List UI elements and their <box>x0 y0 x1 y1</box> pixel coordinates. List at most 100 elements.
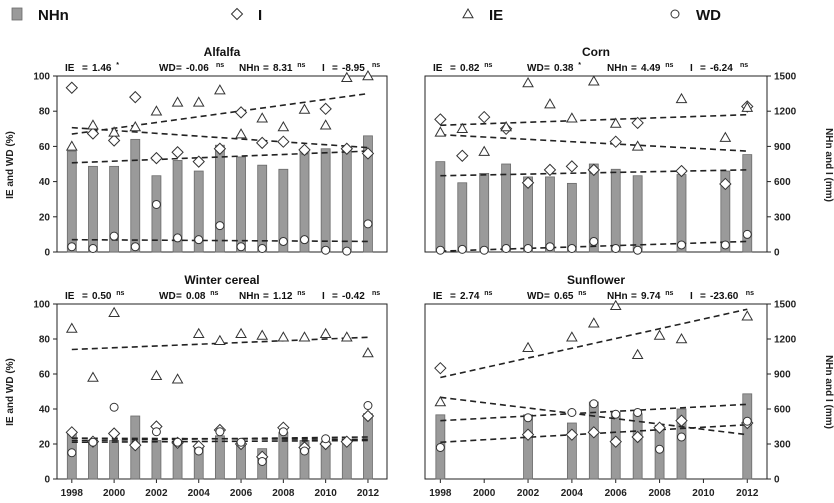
i-point <box>298 143 311 157</box>
stat-equals: = <box>700 63 706 74</box>
legend-item-ie: IE <box>462 7 503 24</box>
stat-nhn: NHn = 1.12 ns <box>239 290 305 302</box>
legend-circle-icon <box>670 9 680 19</box>
ie-point <box>522 341 534 352</box>
i-point <box>65 426 79 439</box>
ie-point <box>235 128 247 139</box>
ie-point <box>150 105 163 116</box>
ie-point <box>719 131 732 142</box>
left-tick-label: 40 <box>39 177 51 188</box>
i-point <box>609 435 622 448</box>
left-tick-label: 0 <box>44 475 50 486</box>
stat-significance: ns <box>740 62 748 69</box>
right-tick-label: 300 <box>774 212 791 223</box>
stat-ie: IE = 0.50 ns <box>65 290 124 302</box>
ie-point <box>609 299 622 310</box>
stat-significance: ns <box>116 290 124 297</box>
ie-point <box>277 331 290 342</box>
ie-point <box>235 327 247 338</box>
i-point <box>434 361 447 375</box>
right-tick-label: 300 <box>774 440 791 451</box>
wd-point <box>611 243 621 253</box>
ie-point <box>319 327 332 338</box>
wd-point <box>457 244 467 254</box>
i-point <box>65 81 79 94</box>
panel-title: Corn <box>582 45 610 59</box>
i-point <box>277 135 290 148</box>
stat-name: WD <box>159 63 176 74</box>
stat-significance: ns <box>484 290 492 297</box>
wd-point <box>236 242 246 252</box>
i-point <box>675 164 688 178</box>
x-tick-label: 2004 <box>561 488 584 499</box>
wd-point <box>109 231 119 241</box>
wd-point <box>300 235 309 245</box>
wd-point <box>742 229 752 239</box>
wd-point <box>67 242 77 252</box>
legend-label: NHn <box>38 7 69 24</box>
stat-equals: = <box>332 291 338 302</box>
ie-point <box>298 331 311 342</box>
left-tick-label: 60 <box>39 370 51 381</box>
stat-name: I <box>322 291 325 302</box>
stat-equals: = <box>176 63 182 74</box>
stat-ie: IE = 0.82 ns <box>433 62 492 74</box>
ie-point <box>171 96 184 107</box>
nhn-bar <box>566 422 577 480</box>
i-point <box>171 146 184 159</box>
nhn-bar <box>676 408 687 480</box>
x-tick-label: 2000 <box>473 488 496 499</box>
stat-value: 0.50 <box>92 291 112 302</box>
stat-value: 0.08 <box>186 291 206 302</box>
stat-name: WD <box>527 291 544 302</box>
stat-significance: ns <box>372 62 380 69</box>
wd-point <box>278 427 288 437</box>
ie-point <box>741 310 754 321</box>
left-axis-title-bottom: IE and WD (%) <box>5 358 16 426</box>
stat-value: 9.74 <box>641 291 661 302</box>
stat-wd: WD = -0.06 ns <box>159 62 224 74</box>
legend-diamond-icon <box>230 7 244 21</box>
wd-point <box>589 399 599 409</box>
i-point <box>150 151 163 165</box>
right-tick-label: 0 <box>774 475 780 486</box>
i-point <box>107 427 121 440</box>
i-point <box>587 163 601 177</box>
nhn-bar <box>320 148 331 253</box>
i-point <box>340 435 354 448</box>
nhn-bar <box>151 175 162 253</box>
nhn-bar <box>278 168 289 253</box>
ie-point <box>653 329 666 340</box>
ie-point <box>434 395 447 407</box>
wd-point <box>363 401 373 410</box>
wd-point <box>215 221 225 231</box>
stat-significance: ns <box>210 290 218 297</box>
stat-name: NHn <box>607 63 628 74</box>
stat-significance: ns <box>746 290 754 297</box>
stat-name: NHn <box>239 63 260 74</box>
ie-point <box>256 329 269 340</box>
i-point <box>521 428 535 441</box>
x-tick-label: 1998 <box>429 488 452 499</box>
x-tick-label: 2002 <box>517 488 540 499</box>
right-tick-label: 900 <box>774 142 791 153</box>
nhn-bar <box>676 174 687 253</box>
stat-equals: = <box>631 291 637 302</box>
stat-significance: ns <box>665 62 673 69</box>
wd-point <box>523 243 533 253</box>
i-point <box>213 142 227 155</box>
right-axis-title-bottom: NHn and I (mm) <box>823 355 834 429</box>
trend-line-nhn <box>440 403 748 422</box>
stat-name: IE <box>433 63 443 74</box>
ie-point <box>631 348 644 359</box>
trend-line-ie <box>440 113 748 127</box>
ie-point <box>741 101 754 112</box>
stat-value: -0.06 <box>186 63 209 74</box>
stat-significance: * <box>578 62 581 69</box>
ie-point <box>522 77 534 88</box>
x-tick-label: 2012 <box>357 488 380 499</box>
ie-point <box>256 112 269 123</box>
